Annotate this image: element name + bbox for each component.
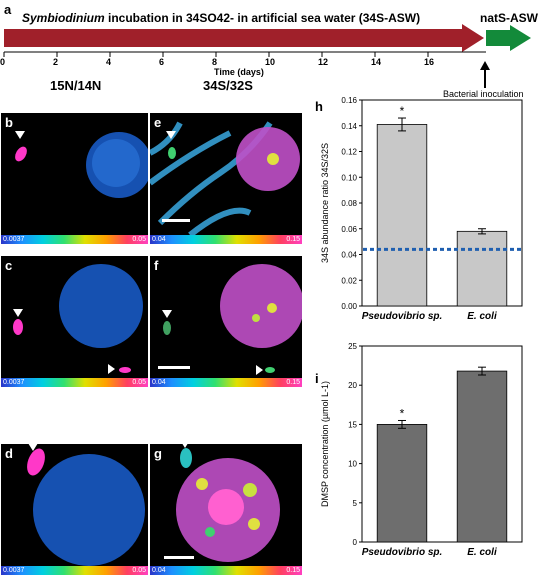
category-label: Pseudovibrio sp. <box>362 547 443 558</box>
chart-i: 0 5 10 15 20 25 * Pseudovibrio sp. E. coli DMSP c… <box>320 342 523 558</box>
timeline-tick-label: 4 <box>106 57 112 67</box>
y-tick-label: 0.02 <box>341 276 357 285</box>
colorbar-e: 0.04 0.15 <box>150 235 302 244</box>
scale-bar-e <box>162 219 190 222</box>
y-axis-title: 34S abundance ratio 34S/32S <box>320 143 330 263</box>
timeline-tick-label: 12 <box>318 57 329 67</box>
scale-bar-f <box>158 366 190 369</box>
y-tick-label: 10 <box>348 460 357 469</box>
category-label: E. coli <box>467 311 497 322</box>
y-tick-label: 0.00 <box>341 302 357 311</box>
timeline-arrows <box>3 24 531 88</box>
y-tick-label: 25 <box>348 342 357 351</box>
timeline-tick-label: 10 <box>265 57 276 67</box>
panel-label-f: f <box>154 258 159 273</box>
y-tick-label: 0.10 <box>341 173 357 182</box>
timeline-tick-label: 0 <box>0 57 6 67</box>
plot-frame <box>361 345 523 543</box>
category-label: Pseudovibrio sp. <box>362 311 443 322</box>
nat-asw-label: natS-ASW <box>480 11 538 25</box>
nanosims-image-e <box>150 121 300 238</box>
colorbar-d: 0.0037 0.05 <box>1 566 148 575</box>
y-tick-label: 0.16 <box>341 96 357 105</box>
category-label: E. coli <box>467 547 497 558</box>
inoculation-label: Bacterial inoculation <box>443 89 524 99</box>
timeline-tick-label: 14 <box>371 57 382 67</box>
timeline-tick-label: 16 <box>424 57 435 67</box>
chart-h: 0.00 0.02 0.04 0.06 0.08 0.10 0.12 0.14 0.16 * Pse… <box>320 96 523 322</box>
image-panel-g: g 0.04 0.15 <box>150 444 302 575</box>
image-panel-c: c 0.0037 0.05 <box>1 256 148 387</box>
panel-label-i: i <box>315 371 319 386</box>
red-incubation-arrow <box>4 24 484 52</box>
bar <box>456 230 508 307</box>
panel-label-b: b <box>5 115 13 130</box>
y-tick-label: 0 <box>353 538 358 547</box>
image-panel-f: f 0.04 0.15 <box>150 256 302 387</box>
time-axis-title: Time (days) <box>214 67 264 77</box>
y-tick-label: 0.12 <box>341 148 357 157</box>
column-title-left: 15N/14N <box>50 78 102 93</box>
column-title-right: 34S/32S <box>203 78 253 93</box>
nanosims-image-f <box>162 264 302 375</box>
bar <box>376 124 428 307</box>
y-tick-label: 20 <box>348 381 357 390</box>
colorbar-c: 0.0037 0.05 <box>1 378 148 387</box>
symbiodinium-text: Symbiodinium <box>22 11 105 25</box>
image-panel-d: d 0.0037 0.05 <box>1 444 148 575</box>
image-panel-b: b 0.0037 0.05 <box>1 113 148 244</box>
colorbar-b: 0.0037 0.05 <box>1 235 148 244</box>
y-tick-label: 0.06 <box>341 225 357 234</box>
colorbar-g: 0.04 0.15 <box>150 566 302 575</box>
timeline-tick-label: 2 <box>53 57 59 67</box>
panel-label-g: g <box>154 446 162 461</box>
significance-marker: * <box>400 406 405 420</box>
y-tick-label: 0.04 <box>341 251 357 260</box>
panel-label-c: c <box>5 258 13 273</box>
timeline-ticks <box>3 52 429 57</box>
panel-label-d: d <box>5 446 13 461</box>
scale-bar-g <box>164 556 194 559</box>
bar <box>376 424 428 543</box>
y-axis-title: DMSP concentration (µmol L-1) <box>320 381 330 507</box>
nanosims-image-g <box>176 444 280 562</box>
green-arrow <box>486 25 531 51</box>
y-tick-label: 15 <box>348 420 357 429</box>
y-tick-label: 0.14 <box>341 122 357 131</box>
panel-label-a: a <box>4 2 12 17</box>
panel-label-h: h <box>315 99 323 114</box>
image-panel-e: e 0.04 0.15 <box>150 113 302 244</box>
nanosims-image-c <box>13 264 143 374</box>
panel-label-e: e <box>154 115 162 130</box>
incubation-title: Symbiodinium incubation in 34SO42- in ar… <box>22 11 421 25</box>
bar <box>456 370 508 543</box>
timeline-tick-label: 8 <box>212 57 218 67</box>
colorbar-f: 0.04 0.15 <box>150 378 302 387</box>
significance-marker: * <box>400 104 405 118</box>
nanosims-image-d <box>27 444 145 566</box>
y-tick-label: 5 <box>353 499 358 508</box>
nanosims-image-b <box>15 131 148 198</box>
timeline-tick-label: 6 <box>159 57 165 67</box>
y-tick-label: 0.08 <box>341 199 357 208</box>
